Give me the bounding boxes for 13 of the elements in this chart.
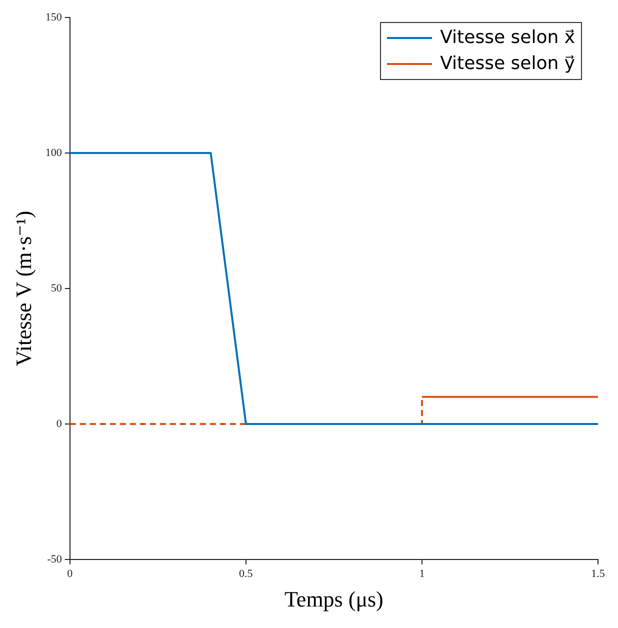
y-tick-label: 50	[50, 282, 62, 294]
y-tick-label: 150	[45, 11, 62, 24]
legend-label: Vitesse selon x⃗	[440, 26, 575, 50]
x-tick-label: 1	[419, 568, 425, 580]
y-tick-label: -50	[47, 553, 62, 566]
y-tick-label: 100	[45, 146, 62, 159]
x-tick-label: 0.5	[239, 568, 254, 580]
x-axis-title: Temps (μs)	[284, 586, 384, 612]
y-tick-label: 0	[56, 418, 62, 430]
legend-label: Vitesse selon y⃗	[440, 52, 575, 76]
x-tick-label: 0	[67, 568, 74, 580]
y-axis-title: Vitesse V (m·s⁻¹)	[10, 210, 36, 366]
x-tick-label: 1.5	[591, 568, 606, 580]
